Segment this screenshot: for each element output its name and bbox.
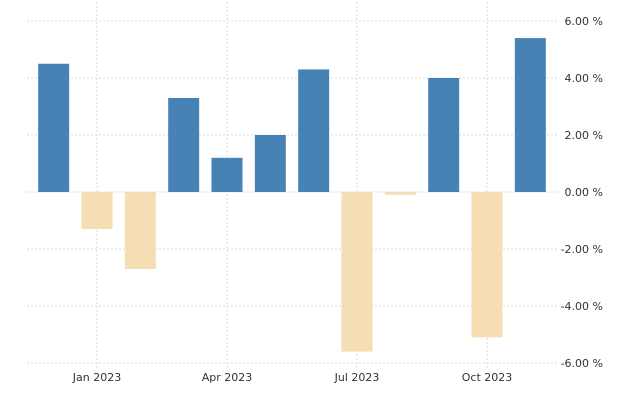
bar-aug-2023 bbox=[384, 192, 416, 195]
y-tick-label: -6.00 % bbox=[561, 357, 603, 370]
y-axis: 6.00 % 4.00 % 2.00 % 0.00 % -2.00 % -4.0… bbox=[561, 15, 603, 370]
bar-mar-2023 bbox=[168, 97, 200, 192]
y-tick-label: 4.00 % bbox=[565, 72, 603, 85]
bar-jun-2023 bbox=[298, 69, 330, 192]
y-tick-label: 6.00 % bbox=[565, 15, 603, 28]
bar-apr-2023 bbox=[211, 157, 243, 192]
x-tick-label-jan-2023: Jan 2023 bbox=[72, 371, 121, 384]
bar-nov-2023 bbox=[514, 38, 546, 192]
bar-jan-2023 bbox=[81, 192, 113, 230]
y-tick-label: -2.00 % bbox=[561, 243, 603, 256]
y-tick-label: 2.00 % bbox=[565, 129, 603, 142]
bar-dec-2022 bbox=[38, 63, 70, 192]
bar-sep-2023 bbox=[428, 78, 460, 192]
bar-may-2023 bbox=[254, 135, 286, 192]
bar-jul-2023 bbox=[341, 192, 373, 352]
x-tick-label-oct-2023: Oct 2023 bbox=[462, 371, 513, 384]
bar-oct-2023 bbox=[471, 192, 503, 338]
x-axis: Jan 2023 Apr 2023 Jul 2023 Oct 2023 bbox=[72, 371, 512, 384]
bars bbox=[38, 38, 546, 352]
x-tick-label-apr-2023: Apr 2023 bbox=[202, 371, 253, 384]
y-tick-label: 0.00 % bbox=[565, 186, 603, 199]
y-tick-label: -4.00 % bbox=[561, 300, 603, 313]
grid-lines bbox=[27, 2, 558, 368]
bar-feb-2023 bbox=[124, 192, 156, 269]
x-tick-label-jul-2023: Jul 2023 bbox=[334, 371, 380, 384]
